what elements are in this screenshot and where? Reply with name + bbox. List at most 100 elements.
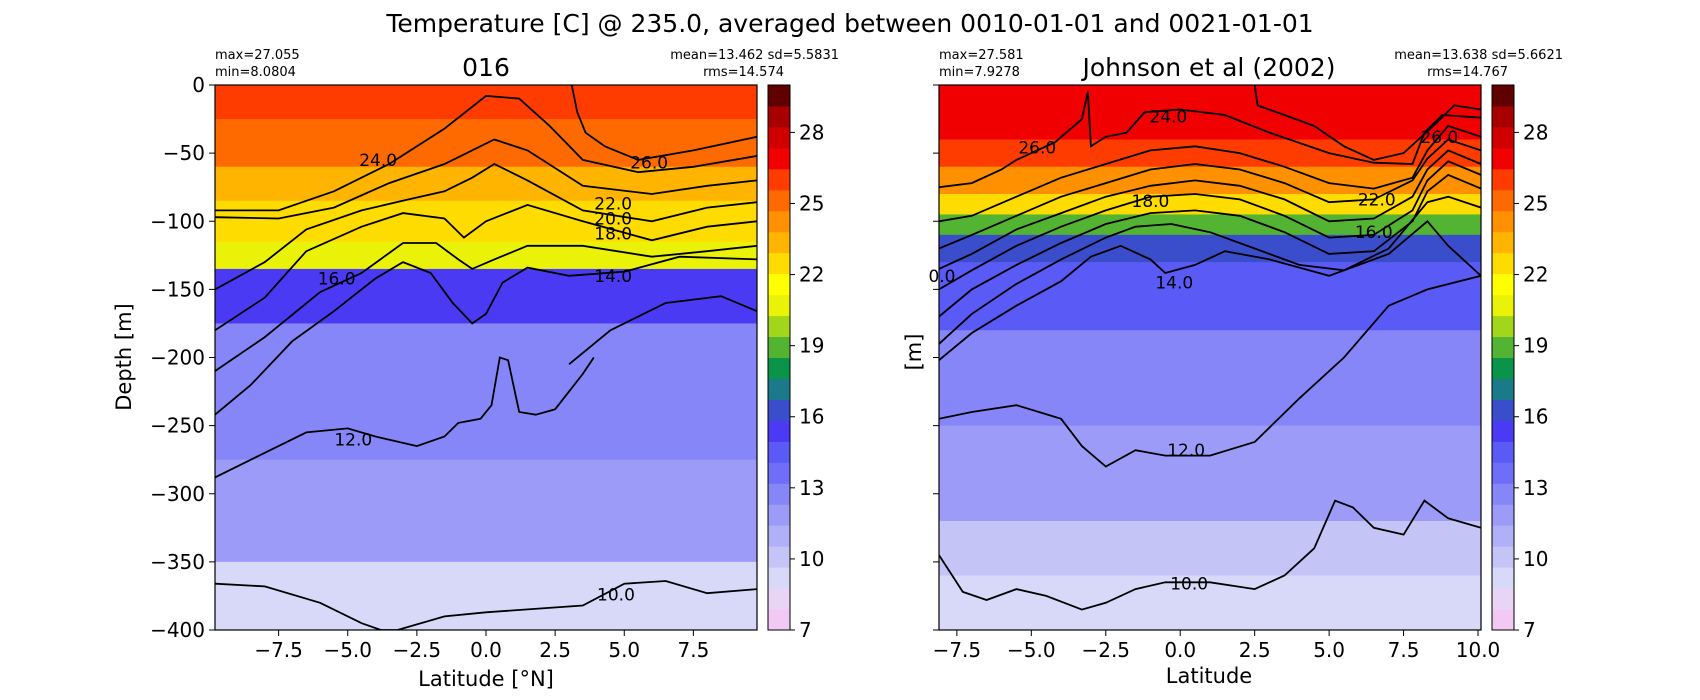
contour-label-text: 22.0 [1358,190,1396,210]
isotherm-line [939,195,1481,345]
contour-label-text: 20.0 [594,210,632,230]
isotherm-line [570,85,757,161]
isotherm-line [215,138,757,220]
contour-label: 10.0 [597,586,635,606]
colorbar-tick-label: 16 [1523,405,1548,429]
contour-label: 0.0 [928,267,955,287]
contour-label-text: 22.0 [594,195,632,215]
stats-max-left: max=27.055 [215,48,300,63]
contour-label-text: 16.0 [1355,223,1393,243]
colorbar-swatch [1492,252,1514,275]
colorbar-swatch [768,231,790,254]
contour-label: 16.0 [318,269,356,289]
contours-left [215,85,757,630]
x-tick-label: 2.5 [539,638,571,662]
colorbar-swatch [1492,294,1514,317]
y-tick-label: 0 [192,73,205,97]
colorbar-swatch [768,357,790,379]
colorbar-swatch [1492,85,1514,107]
contour-label: 22.0 [594,195,632,215]
colorbar-swatch [1492,441,1514,463]
y-tick-label: −300 [150,482,205,506]
isotherm-line [939,220,1481,361]
contour-label-text: 10.0 [597,586,635,606]
heatmap-right [939,85,1481,630]
contour-label: 16.0 [1355,223,1393,243]
isotherm-line [939,499,1481,611]
y-ticks-left: 0 −50 −100 −150 −200 −250 −300 −350 −400 [150,73,215,642]
colorbar-swatch [1492,420,1514,442]
colorbar-swatch [768,105,790,128]
contour-label: 24.0 [1149,107,1187,127]
colorbar-swatch [768,420,790,442]
isotherm-line [215,255,757,416]
colorbar-swatch [768,609,790,631]
contour-label-text: 14.0 [594,267,632,287]
colorbar-swatch [1492,504,1514,526]
colorbar-swatch [768,273,790,296]
stats-min-right: min=7.9278 [939,65,1020,80]
colorbar-swatch [1492,315,1514,338]
colorbar-tick-label: 13 [1523,476,1548,500]
y-tick-label: −50 [163,141,205,165]
contour-label: 14.0 [594,267,632,287]
contour-labels-right: 26.0 24.0 26.0 22.0 18.0 16.0 0.0 14.0 12.0 10.0 [928,107,1458,594]
contour-label-text: 26.0 [630,154,668,174]
x-tick-label: 7.5 [1388,638,1420,662]
colorbar-swatch [768,483,790,505]
x-tick-label: 10.0 [1456,638,1501,662]
isotherm-line [939,138,1481,250]
colorbar-swatch [1492,546,1514,568]
x-tick-label: −7.5 [933,638,982,662]
isotherm-line [568,295,757,365]
stats-min-left: min=8.0804 [215,65,296,80]
x-tick-label: −2.5 [1081,638,1130,662]
y-tick-label: −250 [150,414,205,438]
colorbar-swatch [1492,567,1514,589]
depth-band [215,268,757,324]
x-tick-label: 2.5 [1239,638,1271,662]
colorbar-swatch [768,336,790,358]
x-tick-label: −5.0 [1007,638,1056,662]
colorbar-right: 28 25 22 19 16 13 10 7 [1491,84,1548,642]
stats-rms-left: rms=14.574 [703,65,784,80]
colorbar-swatch [1492,168,1514,191]
colorbar-swatch [768,525,790,547]
colorbar-swatch [768,567,790,589]
contour-label-text: 24.0 [1149,107,1187,127]
colorbar-left: 28 25 22 19 16 13 10 7 [767,84,824,642]
contour-label-text: 14.0 [1155,274,1193,294]
contour-label: 22.0 [1358,190,1396,210]
panel-title-right: Johnson et al (2002) [1081,53,1336,82]
colorbar-swatch [768,441,790,463]
y-tick-label: −150 [150,277,205,301]
panel-title-left: 016 [462,53,510,82]
colorbar-swatch [1492,336,1514,358]
contour-label: 10.0 [1170,575,1208,595]
contour-label-text: 0.0 [928,267,955,287]
panel-right: 26.024.026.022.018.016.00.0 14.012.010.0 … [902,48,1563,688]
colorbar-tick-label: 22 [1523,263,1548,287]
y-tick-label: −200 [150,346,205,370]
colorbar-tick-label: 25 [1523,191,1548,215]
contour-label-text: 12.0 [334,430,372,450]
contour-label: 26.0 [630,154,668,174]
colorbar-tick-label: 19 [799,334,824,358]
stats-rms-right: rms=14.767 [1427,65,1508,80]
x-tick-label: 5.0 [1313,638,1345,662]
isotherm-line [215,162,757,291]
depth-band [939,330,1481,427]
y-tick-label: −350 [150,550,205,574]
colorbar-tick-label: 7 [799,618,812,642]
colorbar-swatch [768,378,790,400]
depth-band [215,323,757,461]
colorbar-swatch [768,210,790,233]
isotherm-line [215,242,757,372]
x-axis-label-right: Latitude [1166,664,1252,688]
isotherm-line [215,580,757,630]
contour-label: 24.0 [359,151,397,171]
x-tick-label: 5.0 [608,638,640,662]
depth-band [215,241,757,270]
colorbar-tick-label: 22 [799,263,824,287]
contour-label: 12.0 [1167,441,1205,461]
